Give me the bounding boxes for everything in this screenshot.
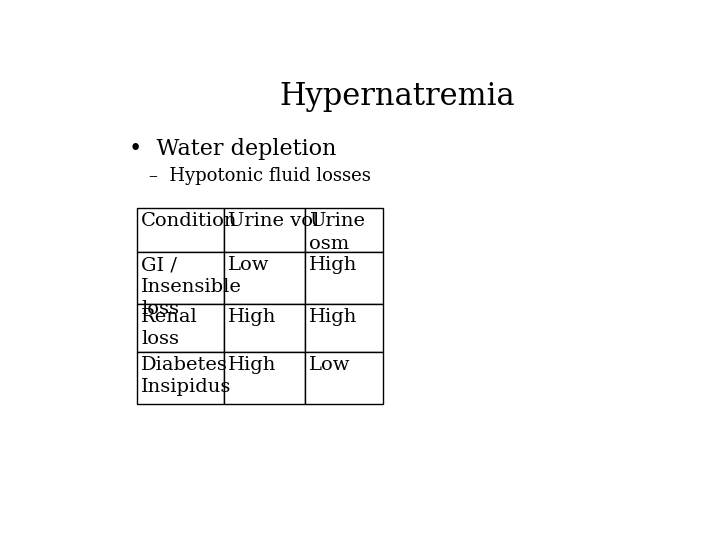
Text: Hypernatremia: Hypernatremia: [279, 82, 515, 112]
Text: Low: Low: [309, 356, 350, 374]
Text: High: High: [309, 256, 357, 274]
Bar: [224, 352, 305, 404]
Text: Diabetes
Insipidus: Diabetes Insipidus: [141, 356, 232, 396]
Bar: [224, 252, 305, 304]
Bar: [305, 252, 383, 304]
Text: Low: Low: [228, 256, 269, 274]
Bar: [138, 352, 224, 404]
Text: GI /
Insensible
loss: GI / Insensible loss: [141, 256, 242, 319]
Bar: [138, 304, 224, 352]
Bar: [224, 208, 305, 252]
Bar: [305, 352, 383, 404]
Text: High: High: [228, 308, 276, 326]
Bar: [138, 208, 224, 252]
Bar: [138, 252, 224, 304]
Text: –  Hypotonic fluid losses: – Hypotonic fluid losses: [148, 167, 371, 185]
Bar: [305, 208, 383, 252]
Text: Urine vol: Urine vol: [228, 212, 319, 231]
Text: •  Water depletion: • Water depletion: [129, 138, 336, 159]
Bar: [305, 304, 383, 352]
Text: High: High: [228, 356, 276, 374]
Text: Condition: Condition: [141, 212, 238, 231]
Text: Urine
osm: Urine osm: [309, 212, 365, 253]
Text: Renal
loss: Renal loss: [141, 308, 198, 348]
Bar: [224, 304, 305, 352]
Text: High: High: [309, 308, 357, 326]
